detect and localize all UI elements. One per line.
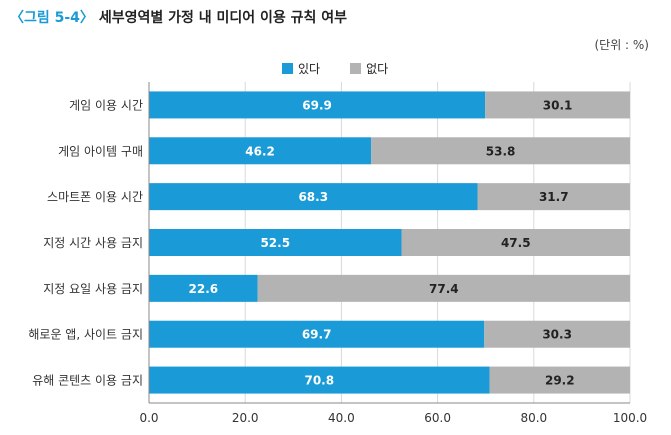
bar-segment-no	[484, 320, 630, 348]
category-label: 게임 아이템 구매	[58, 144, 143, 158]
x-tick-label: 100.0	[613, 411, 647, 425]
category-label: 유해 콘텐츠 이용 금지	[32, 374, 143, 388]
data-label-no: 77.4	[429, 282, 459, 296]
x-tick-label: 80.0	[520, 411, 547, 425]
x-tick-label: 40.0	[328, 411, 355, 425]
data-label-no: 30.1	[543, 98, 573, 112]
category-label: 게임 이용 시간	[69, 98, 143, 112]
x-tick-label: 20.0	[232, 411, 259, 425]
legend: 있다 없다	[282, 60, 418, 77]
category-label: 지정 요일 사용 금지	[43, 282, 143, 296]
chart-title: 〈그림 5-4〉 세부영역별 가정 내 미디어 이용 규칙 여부	[10, 7, 347, 27]
x-tick-label: 60.0	[424, 411, 451, 425]
legend-swatch-no	[350, 63, 362, 74]
data-label-no: 30.3	[542, 328, 572, 342]
data-label-yes: 52.5	[260, 236, 290, 250]
category-label: 해로운 앱, 사이트 금지	[28, 328, 143, 342]
x-tick-label: 0.0	[139, 411, 158, 425]
bar-segment-yes	[149, 137, 372, 165]
bar-segment-no	[257, 274, 630, 302]
bar-segment-no	[477, 183, 630, 211]
data-label-no: 29.2	[545, 374, 575, 388]
bar-segment-no	[485, 91, 630, 119]
data-label-no: 31.7	[539, 190, 569, 204]
legend-label-no: 없다	[366, 62, 389, 76]
unit-label: (단위 : %)	[594, 38, 649, 52]
legend-swatch-yes	[282, 63, 293, 74]
bar-segment-yes	[149, 229, 402, 256]
data-label-yes: 68.3	[298, 190, 328, 204]
category-label: 지정 시간 사용 금지	[43, 236, 143, 250]
legend-item-no: 없다	[350, 60, 388, 77]
data-label-yes: 69.9	[302, 98, 332, 112]
data-label-yes: 46.2	[245, 144, 275, 158]
bar-segment-yes	[149, 274, 258, 302]
data-label-no: 53.8	[486, 144, 516, 158]
bar-segment-no	[401, 229, 630, 256]
figure-title: 세부영역별 가정 내 미디어 이용 규칙 여부	[98, 10, 348, 26]
legend-item-yes: 있다	[282, 60, 320, 77]
bar-segment-yes	[149, 320, 485, 348]
data-label-no: 47.5	[501, 236, 531, 250]
figure-number: 〈그림 5-4〉	[10, 10, 94, 26]
bar-segment-yes	[149, 366, 490, 394]
bar-segment-no	[371, 137, 630, 165]
legend-label-yes: 있다	[298, 62, 321, 76]
bar-segment-yes	[149, 183, 478, 211]
data-label-yes: 69.7	[302, 328, 332, 342]
data-label-yes: 70.8	[304, 374, 334, 388]
bar-segment-yes	[149, 91, 486, 119]
bar-segment-no	[489, 366, 630, 394]
category-label: 스마트폰 이용 시간	[47, 190, 143, 204]
data-label-yes: 22.6	[189, 282, 219, 296]
